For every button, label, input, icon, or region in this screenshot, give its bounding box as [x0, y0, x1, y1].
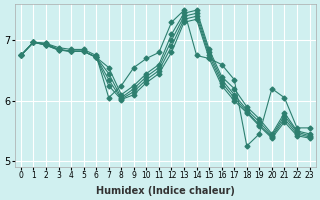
X-axis label: Humidex (Indice chaleur): Humidex (Indice chaleur) [96, 186, 235, 196]
